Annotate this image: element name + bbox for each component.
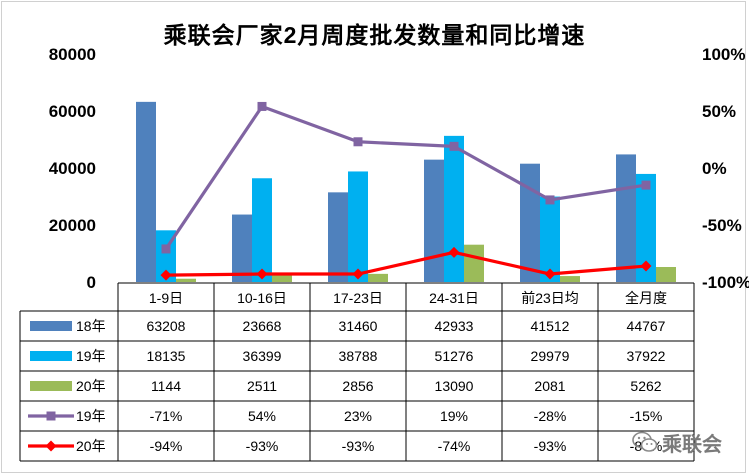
data-label: 2856 [342, 378, 373, 394]
data-label: 51276 [435, 348, 474, 364]
series-line [164, 104, 647, 250]
x-tick-label: 17-23日 [333, 290, 383, 306]
data-label: -15% [630, 408, 663, 424]
bar [444, 135, 464, 282]
legend-label: 19年 [76, 408, 106, 424]
legend-label: 18年 [76, 318, 106, 334]
data-label: -93% [246, 438, 279, 454]
legend-swatch [30, 351, 72, 361]
bar [656, 267, 676, 282]
data-label: 42933 [435, 318, 474, 334]
data-label: 5262 [630, 378, 661, 394]
bar [232, 214, 252, 282]
line-point [448, 246, 460, 258]
data-label: -93% [534, 438, 567, 454]
legend-swatch [30, 321, 72, 331]
x-tick-label: 全月度 [625, 290, 667, 306]
legend-marker [46, 411, 56, 421]
line-point [352, 268, 364, 280]
y2-tick-label: 50% [702, 102, 736, 121]
line-point [353, 137, 363, 147]
bar [424, 159, 444, 282]
data-label: 63208 [147, 318, 186, 334]
bar [560, 276, 580, 282]
x-tick-label: 10-16日 [237, 290, 287, 306]
bar [272, 274, 292, 282]
data-label: 13090 [435, 378, 474, 394]
wechat-icon [632, 431, 658, 452]
y-tick-label: 20000 [49, 216, 96, 235]
legend-marker [45, 440, 57, 452]
line-point [257, 101, 267, 111]
bar [252, 178, 272, 282]
x-tick-label: 24-31日 [429, 290, 479, 306]
data-label: -94% [150, 438, 183, 454]
bar [176, 278, 196, 282]
legend-swatch [30, 381, 72, 391]
bar [616, 154, 636, 282]
legend-label: 19年 [76, 348, 106, 364]
chart-title: 乘联会厂家2月周度批发数量和同比增速 [163, 22, 586, 48]
y-tick-label: 60000 [49, 102, 96, 121]
data-label: 2511 [247, 378, 277, 394]
data-label: 2081 [534, 378, 565, 394]
data-label: 36399 [243, 348, 282, 364]
bar [368, 273, 388, 282]
data-label: 31460 [339, 318, 378, 334]
y2-tick-label: -50% [702, 216, 742, 235]
y-tick-label: 80000 [49, 45, 96, 64]
series-line [165, 250, 647, 277]
line-point [160, 269, 172, 281]
data-label: -28% [534, 408, 567, 424]
watermark-text: 乘联会 [662, 431, 722, 456]
x-tick-label: 前23日均 [521, 290, 579, 306]
data-label: 37922 [627, 348, 666, 364]
data-label: 23% [344, 408, 372, 424]
data-label: -74% [438, 438, 471, 454]
data-label: 1144 [151, 378, 181, 394]
data-label: 41512 [531, 318, 570, 334]
y2-tick-label: 100% [702, 45, 745, 64]
bar [540, 196, 560, 282]
bar [464, 244, 484, 282]
line-point [640, 260, 652, 272]
line-point [544, 268, 556, 280]
data-label: 29979 [531, 348, 570, 364]
bar [328, 192, 348, 282]
bar [636, 173, 656, 282]
bar [520, 163, 540, 282]
data-label: -93% [342, 438, 375, 454]
data-label: 38788 [339, 348, 378, 364]
bar [136, 101, 156, 282]
line-point [161, 244, 171, 254]
data-label: 19% [440, 408, 468, 424]
watermark: 乘联会 [632, 428, 722, 456]
y-tick-label: 0 [87, 273, 96, 292]
bar [348, 171, 368, 282]
line-point [641, 180, 651, 190]
x-tick-label: 1-9日 [149, 290, 183, 306]
legend-label: 20年 [76, 378, 106, 394]
y2-tick-label: -100% [702, 273, 749, 292]
line-point [545, 195, 555, 205]
y2-tick-label: 0% [702, 159, 727, 178]
legend-label: 20年 [76, 438, 106, 454]
data-label: 18135 [147, 348, 186, 364]
line-point [256, 268, 268, 280]
line-point [449, 141, 459, 151]
data-label: -71% [150, 408, 183, 424]
data-label: 54% [248, 408, 276, 424]
data-label: 44767 [627, 318, 666, 334]
data-label: 23668 [243, 318, 282, 334]
y-tick-label: 40000 [49, 159, 96, 178]
